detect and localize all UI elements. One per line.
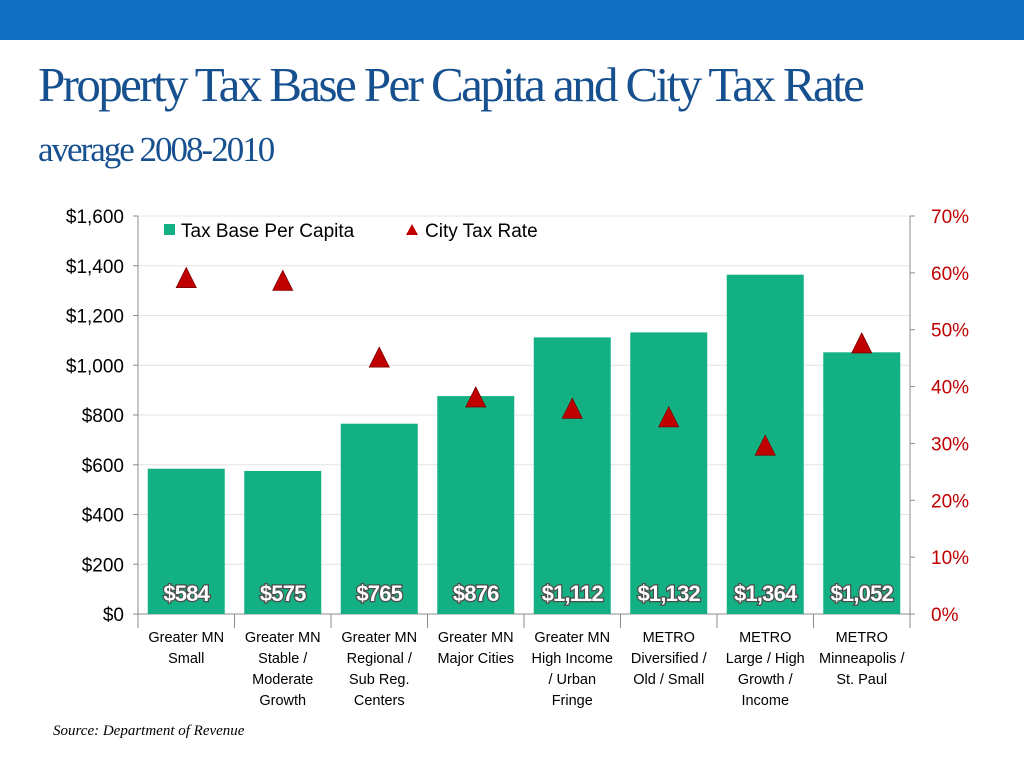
right-axis-tick-label: 70% <box>931 207 969 228</box>
slide-subtitle: average 2008-2010 <box>38 130 275 169</box>
triangle-marker <box>851 332 873 354</box>
category-label: Stable / <box>258 651 308 667</box>
left-axis-tick-label: $0 <box>103 605 124 626</box>
bar <box>437 396 515 614</box>
left-axis-tick-label: $1,000 <box>66 356 124 377</box>
category-label: Greater MN <box>534 630 610 646</box>
triangle-marker <box>368 346 390 368</box>
bar <box>340 423 418 614</box>
category-label: Moderate <box>252 672 313 688</box>
bar <box>823 352 901 614</box>
header-bar <box>0 0 1024 40</box>
legend-swatch-triangle <box>406 224 418 235</box>
tax-base-chart: $0 $200 $400 $600 $800 $1,000 $1,200 $1,400 $1,6… <box>66 207 969 709</box>
slide-title: Property Tax Base Per Capita and City Ta… <box>38 57 865 112</box>
bar-data-label: $1,132 <box>638 581 701 606</box>
bar <box>533 337 611 614</box>
triangle-marker <box>658 405 680 428</box>
category-label: / Urban <box>548 672 596 688</box>
left-axis-tick-label: $400 <box>82 506 124 527</box>
legend-label-tax-base: Tax Base Per Capita <box>181 221 355 242</box>
bar-data-label: $584 <box>163 581 210 606</box>
category-label: Centers <box>354 693 405 709</box>
category-label: Greater MN <box>245 630 321 646</box>
category-label: Large / High <box>726 651 805 667</box>
category-label: Growth / <box>738 672 794 688</box>
category-label: St. Paul <box>836 672 887 688</box>
bar-data-label: $765 <box>356 581 402 606</box>
category-label: Growth <box>259 693 306 709</box>
bar-data-label: $876 <box>453 581 499 606</box>
right-axis-tick-label: 60% <box>931 264 969 285</box>
left-axis-tick-label: $600 <box>82 456 124 477</box>
category-label: Greater MN <box>341 630 417 646</box>
category-label: Diversified / <box>631 651 708 667</box>
category-label: Regional / <box>347 651 413 667</box>
category-label: Fringe <box>552 693 593 709</box>
category-label: Major Cities <box>437 651 514 667</box>
bar-data-label: $1,112 <box>542 581 604 606</box>
source-note: Source: Department of Revenue <box>53 723 245 739</box>
triangle-marker <box>561 397 583 419</box>
category-label: METRO <box>739 630 791 646</box>
category-label: Minneapolis / <box>819 651 905 667</box>
bar-data-label: $1,052 <box>831 581 894 606</box>
category-label: High Income <box>532 651 613 667</box>
category-label: Sub Reg. <box>349 672 409 688</box>
right-axis-tick-label: 0% <box>931 605 959 626</box>
category-label: METRO <box>836 630 888 646</box>
legend-swatch-bar <box>164 224 175 235</box>
category-label: METRO <box>643 630 695 646</box>
right-axis-tick-label: 40% <box>931 378 969 399</box>
category-label: Old / Small <box>633 672 704 688</box>
triangle-marker <box>754 434 776 456</box>
bar-data-label: $1,364 <box>734 581 798 606</box>
bar <box>630 332 708 614</box>
legend-label-city-tax-rate: City Tax Rate <box>425 221 538 242</box>
category-label: Greater MN <box>438 630 514 646</box>
bar <box>147 468 225 614</box>
right-axis-tick-label: 50% <box>931 321 969 342</box>
right-axis-tick-label: 10% <box>931 548 969 569</box>
category-label: Income <box>741 693 789 709</box>
bar-data-label: $575 <box>260 581 306 606</box>
right-axis-tick-label: 30% <box>931 434 969 455</box>
right-axis-tick-label: 20% <box>931 491 969 512</box>
triangle-marker <box>175 266 197 288</box>
left-axis-tick-label: $1,200 <box>66 307 124 328</box>
bar <box>244 470 322 614</box>
category-label: Small <box>168 651 204 667</box>
category-label: Greater MN <box>148 630 224 646</box>
triangle-marker <box>272 269 294 291</box>
left-axis-tick-label: $200 <box>82 555 124 576</box>
left-axis-tick-label: $1,600 <box>66 207 124 228</box>
triangle-marker <box>465 386 487 408</box>
left-axis-tick-label: $1,400 <box>66 257 124 278</box>
left-axis-tick-label: $800 <box>82 406 124 427</box>
